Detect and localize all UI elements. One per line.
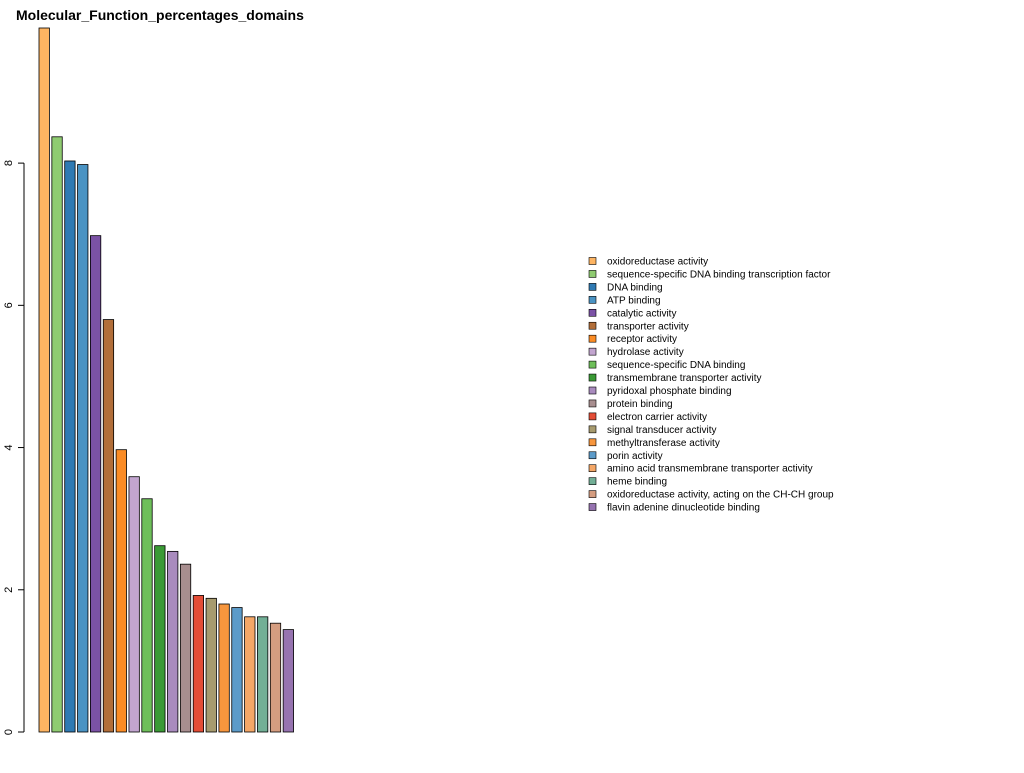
y-tick-label: 2	[3, 587, 15, 593]
legend-swatch	[588, 321, 597, 330]
legend-swatch	[588, 270, 597, 278]
bar	[257, 616, 269, 733]
legend-label: amino acid transmembrane transporter act…	[607, 464, 813, 475]
legend-label: DNA binding	[607, 282, 663, 293]
bar	[51, 136, 63, 733]
legend-label: pyridoxal phosphate binding	[607, 386, 732, 397]
legend-label: heme binding	[607, 477, 667, 488]
bar	[167, 550, 179, 733]
legend-label: transmembrane transporter activity	[607, 373, 762, 384]
legend-swatch	[588, 412, 597, 421]
legend-label: catalytic activity	[607, 308, 676, 319]
legend-label: hydrolase activity	[607, 347, 684, 358]
bar	[141, 498, 153, 733]
y-tick-label: 0	[3, 729, 15, 735]
legend-swatch	[588, 257, 597, 265]
legend-swatch	[588, 360, 597, 369]
legend-label: flavin adenine dinucleotide binding	[607, 503, 760, 514]
bar	[282, 629, 294, 733]
legend-label: oxidoreductase activity, acting on the C…	[607, 490, 834, 501]
bar	[154, 545, 166, 733]
y-axis: 0 2 4 6 8	[3, 160, 25, 735]
legend-label: ATP binding	[607, 295, 661, 306]
legend-label: porin activity	[607, 451, 663, 462]
legend-swatch	[588, 438, 597, 447]
legend-swatch	[588, 386, 597, 395]
bar	[64, 160, 76, 733]
bar	[38, 27, 50, 733]
legend-label: sequence-specific DNA binding	[607, 360, 745, 371]
legend-swatch	[588, 451, 597, 460]
legend-swatch	[588, 283, 597, 291]
chart-title: Molecular_Function_percentages_domains	[16, 7, 304, 23]
bar	[77, 164, 89, 733]
legend-swatch	[588, 464, 597, 473]
legend-swatch	[588, 503, 597, 511]
bar	[128, 476, 140, 733]
legend-label: protein binding	[607, 399, 673, 410]
bar	[192, 595, 204, 733]
legend-swatch	[588, 296, 597, 304]
bar	[179, 563, 192, 733]
legend-swatch	[588, 490, 597, 498]
bar	[269, 622, 282, 733]
legend-swatch	[588, 308, 597, 317]
legend-label: receptor activity	[607, 334, 677, 345]
legend: oxidoreductase activitysequence-specific…	[588, 257, 834, 514]
legend-label: sequence-specific DNA binding transcript…	[607, 269, 831, 280]
legend-label: methyltransferase activity	[607, 438, 720, 449]
legend-swatch	[588, 373, 597, 382]
legend-label: oxidoreductase activity	[607, 257, 708, 268]
bars-group	[38, 27, 294, 733]
bar	[231, 607, 243, 733]
bar	[218, 603, 230, 733]
bar	[205, 597, 217, 733]
bar	[90, 235, 102, 733]
legend-swatch	[588, 477, 597, 485]
y-tick-label: 6	[3, 302, 15, 308]
y-tick-label: 4	[3, 444, 15, 450]
y-tick-label: 8	[3, 160, 15, 166]
bar	[244, 616, 256, 733]
legend-swatch	[588, 399, 597, 408]
legend-swatch	[588, 334, 597, 343]
bar	[115, 449, 127, 733]
legend-label: electron carrier activity	[607, 412, 707, 423]
legend-label: signal transducer activity	[607, 425, 717, 436]
legend-swatch	[588, 347, 597, 356]
legend-label: transporter activity	[607, 321, 689, 332]
bar	[102, 319, 115, 733]
legend-swatch	[588, 425, 597, 434]
